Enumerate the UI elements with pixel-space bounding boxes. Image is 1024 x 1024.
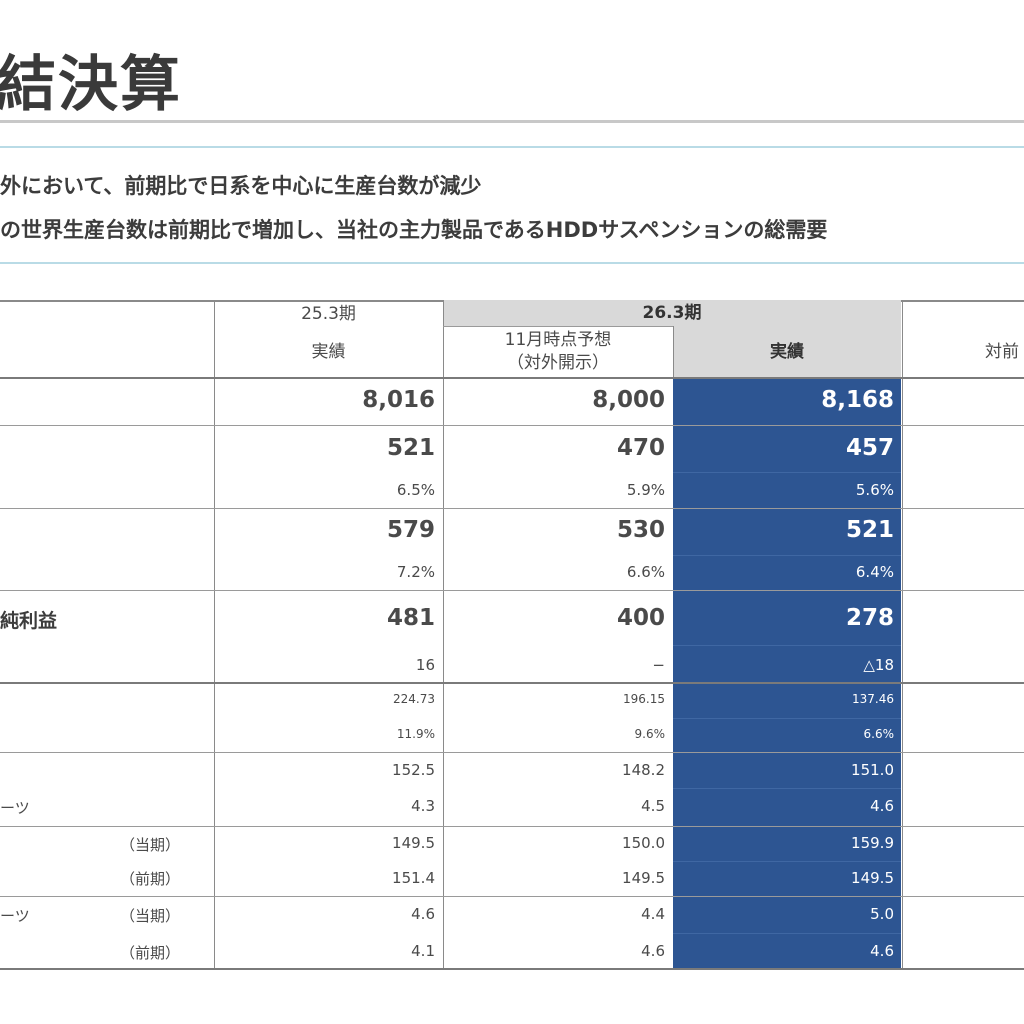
header-26-shade <box>443 300 901 326</box>
net-income-label: 純利益 <box>0 610 58 632</box>
header-25-period: 25.3期 <box>301 304 356 324</box>
fx-row2-26-forecast: 4.5 <box>641 797 665 815</box>
prior-period-label: （前期） <box>120 870 181 888</box>
eps-26-forecast: 196.15 <box>623 692 665 706</box>
parts-label-2: ーツ <box>0 907 30 925</box>
header-26-actual: 実績 <box>770 342 804 362</box>
net-income-26-forecast: 400 <box>616 605 665 631</box>
blue-sub-line <box>673 555 901 556</box>
sales-26-actual: 8,168 <box>821 387 894 413</box>
blue-sub-line <box>673 933 901 934</box>
blue-sub-line <box>673 861 901 862</box>
net-sub-26-actual: △18 <box>863 656 894 674</box>
fx-row3-26-actual: 159.9 <box>851 834 894 852</box>
header-25-actual: 実績 <box>311 342 346 362</box>
header-bottom-line <box>0 377 1024 379</box>
sales-26-forecast: 8,000 <box>592 387 665 413</box>
header-26-period: 26.3期 <box>642 303 702 323</box>
fx-row1-26-forecast: 148.2 <box>622 761 665 779</box>
op-margin-26-actual: 5.6% <box>855 481 894 499</box>
op-income-26-actual: 457 <box>845 435 894 461</box>
row-line <box>0 590 1024 591</box>
header-yoy: 対前 <box>985 342 1019 362</box>
section-line <box>0 682 1024 684</box>
eps-26-actual: 137.46 <box>852 692 894 706</box>
op-income-25: 521 <box>386 435 435 461</box>
prior-period-label: （前期） <box>120 944 181 962</box>
eps-25: 224.73 <box>393 692 435 706</box>
blue-sub-line <box>673 718 901 719</box>
fx-row1-25: 152.5 <box>392 761 435 779</box>
summary-box-bottom <box>0 262 1024 264</box>
fx-row2-26-actual: 4.6 <box>870 797 894 815</box>
blue-sub-line <box>673 645 901 646</box>
header-sub-line <box>443 326 673 327</box>
roe-26-actual: 6.6% <box>863 727 895 741</box>
ord-income-26-forecast: 530 <box>616 517 665 543</box>
fx-row4-26-actual: 149.5 <box>851 869 894 887</box>
current-period-label: （当期） <box>120 907 181 925</box>
fx-row6-26-actual: 4.6 <box>870 942 894 960</box>
row-line <box>0 826 1024 827</box>
sales-25-actual: 8,016 <box>362 387 435 413</box>
fx-row4-26-forecast: 149.5 <box>622 869 665 887</box>
col-divider <box>443 300 444 970</box>
fx-row5-25: 4.6 <box>411 905 435 923</box>
fx-row2-25: 4.3 <box>411 797 435 815</box>
col-divider <box>902 300 903 970</box>
summary-bullet-1: 外において、前期比で日系を中心に生産台数が減少 <box>0 174 482 198</box>
highlight-column <box>673 378 901 970</box>
ord-income-26-actual: 521 <box>845 517 894 543</box>
fx-row6-25: 4.1 <box>411 942 435 960</box>
summary-box-top <box>0 146 1024 148</box>
blue-sub-line <box>673 788 901 789</box>
title-divider <box>0 120 1024 123</box>
header-actual-shade <box>673 326 901 378</box>
ord-margin-26-forecast: 6.6% <box>626 563 665 581</box>
page-title: 結決算 <box>0 50 182 120</box>
net-sub-26-forecast: − <box>652 656 665 674</box>
fx-row1-26-actual: 151.0 <box>851 761 894 779</box>
op-income-26-forecast: 470 <box>616 435 665 461</box>
table-bottom-line <box>0 968 1024 970</box>
roe-26-forecast: 9.6% <box>634 727 666 741</box>
col-divider <box>214 300 215 970</box>
summary-bullet-2: の世界生産台数は前期比で増加し、当社の主力製品であるHDDサスペンションの総需要 <box>0 218 828 242</box>
fx-row5-26-forecast: 4.4 <box>641 905 665 923</box>
parts-label-1: ーツ <box>0 799 30 817</box>
fx-row3-25: 149.5 <box>392 834 435 852</box>
op-margin-25: 6.5% <box>396 481 435 499</box>
fx-row4-25: 151.4 <box>392 869 435 887</box>
header-forecast-line1: 11月時点予想 <box>504 330 612 350</box>
row-line <box>0 752 1024 753</box>
fx-row5-26-actual: 5.0 <box>870 905 894 923</box>
fx-row3-26-forecast: 150.0 <box>622 834 665 852</box>
roe-25: 11.9% <box>396 727 435 741</box>
row-line <box>0 425 1024 426</box>
ord-income-25: 579 <box>386 517 435 543</box>
header-forecast-line2: （対外開示） <box>507 353 609 373</box>
row-line <box>0 508 1024 509</box>
net-income-26-actual: 278 <box>845 605 894 631</box>
ord-margin-26-actual: 6.4% <box>855 563 894 581</box>
net-sub-25: 16 <box>415 656 435 674</box>
col-divider <box>673 326 674 378</box>
fx-row6-26-forecast: 4.6 <box>641 942 665 960</box>
ord-margin-25: 7.2% <box>396 563 435 581</box>
net-income-25: 481 <box>386 605 435 631</box>
current-period-label: （当期） <box>120 836 181 854</box>
blue-sub-line <box>673 472 901 473</box>
op-margin-26-forecast: 5.9% <box>626 481 665 499</box>
row-line <box>0 896 1024 897</box>
